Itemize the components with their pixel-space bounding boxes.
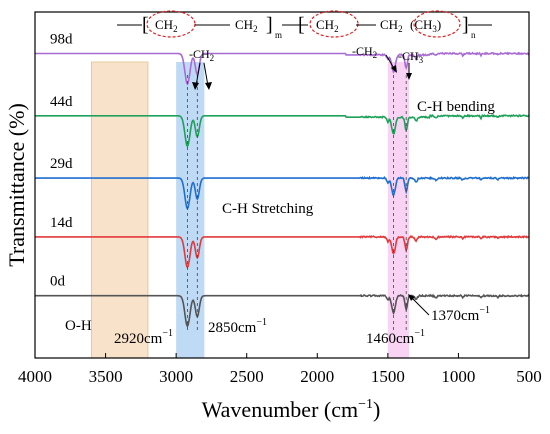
- reference-lines: [187, 75, 407, 330]
- series-line-14d: [35, 235, 530, 269]
- arrow-ch3-bend-head: [406, 73, 412, 80]
- peak-2920-label: 2920cm−1: [114, 328, 173, 347]
- formula-m: m: [275, 30, 282, 40]
- series-labels: 98d 44d 29d 14d 0d: [50, 32, 73, 290]
- arrow-ch2-stretch-b-head: [205, 82, 212, 90]
- ch-bending-label: C-H bending: [417, 99, 495, 115]
- x-tick-label-2500: 2500: [230, 367, 264, 386]
- peak-2850-label: 2850cm−1: [208, 317, 267, 336]
- arrow-1370-head: [408, 294, 415, 301]
- ch2-label-stretch: -CH2: [189, 47, 214, 63]
- series-label-98d: 98d: [50, 32, 73, 48]
- arrow-1370: [409, 295, 430, 316]
- arrow-ch2-stretch-head: [192, 82, 199, 90]
- series-label-44d: 44d: [50, 94, 73, 110]
- formula-bracket-2: ]: [266, 14, 273, 36]
- formula-circle-ch3: [413, 10, 461, 38]
- ch-stretching-label: C-H Stretching: [222, 201, 314, 217]
- x-tick-label-3000: 3000: [159, 367, 193, 386]
- ch2-label-bend: -CH2: [352, 44, 377, 60]
- formula-bracket-1: [: [142, 14, 149, 36]
- arrow-ch2-bend-head: [391, 65, 397, 73]
- arrow-ch2-stretch: [195, 62, 201, 87]
- formula-ch2-4: CH2: [380, 17, 403, 34]
- series-label-14d: 14d: [50, 215, 73, 231]
- arrow-ch2-stretch-b: [203, 62, 209, 87]
- polymer-formula: [ CH2 CH2 ] m [ CH2 CH2 (CH3) ] n: [117, 10, 492, 40]
- formula-ch2-3: CH2: [316, 17, 339, 34]
- formula-bracket-4: ]: [462, 14, 469, 36]
- band-0: [90, 61, 149, 359]
- x-tick-label-4000: 4000: [18, 367, 52, 386]
- plot-frame: [34, 11, 530, 359]
- series-line-0d: [35, 293, 530, 328]
- formula-ch2-1: CH2: [155, 17, 178, 34]
- x-tick-label-1500: 1500: [371, 367, 405, 386]
- oh-label: O-H: [65, 318, 92, 334]
- series-line-44d: [35, 113, 530, 148]
- formula-n: n: [471, 30, 476, 40]
- x-tick-label-2000: 2000: [300, 367, 334, 386]
- series-line-98d: [35, 51, 530, 86]
- series-label-0d: 0d: [50, 274, 66, 290]
- x-axis-title: Wavenumber (cm−1): [202, 397, 381, 422]
- peak-1460-label: 1460cm−1: [366, 328, 425, 347]
- ch3-label-bend: -CH3: [398, 49, 424, 65]
- y-axis-title: Transmittance (%): [4, 103, 29, 267]
- x-tick-label-1000: 1000: [441, 367, 475, 386]
- formula-ch3: (CH3): [410, 17, 441, 34]
- peak-1370-label: 1370cm−1: [431, 305, 490, 324]
- series-line-29d: [35, 175, 530, 211]
- x-tick-label-3500: 3500: [89, 367, 123, 386]
- annotations: O-H C-H Stretching C-H bending 2920cm−1 …: [65, 44, 495, 347]
- series-label-29d: 29d: [50, 156, 73, 172]
- x-ticks: 4000 3500 3000 2500 2000 1500 1000 500: [18, 353, 542, 386]
- spectra-lines: [35, 51, 530, 328]
- formula-bracket-3: [: [298, 14, 305, 36]
- x-tick-label-500: 500: [516, 367, 542, 386]
- formula-circle-ch2-3: [309, 10, 359, 38]
- formula-ch2-2: CH2: [235, 17, 258, 34]
- formula-circle-ch2-1: [146, 10, 196, 38]
